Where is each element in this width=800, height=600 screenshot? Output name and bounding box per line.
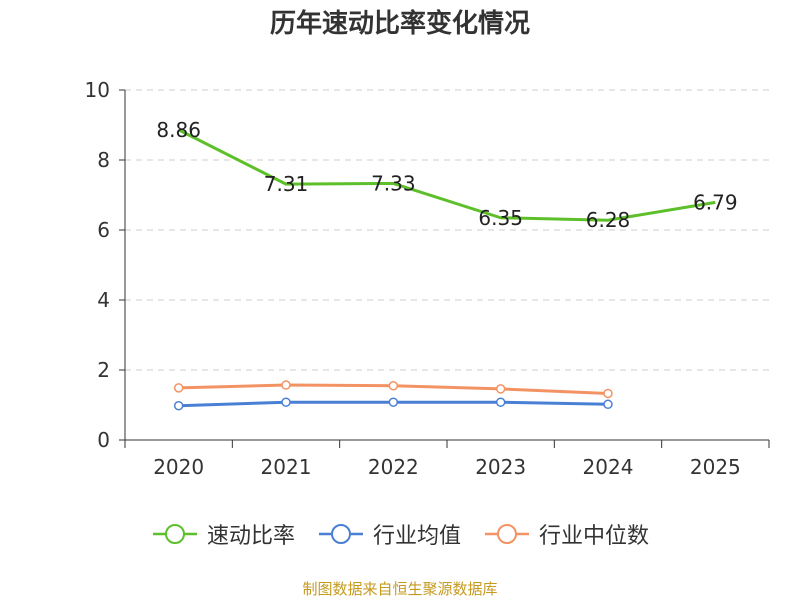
data-point	[495, 397, 506, 407]
gridlines	[125, 89, 769, 371]
data-point	[173, 383, 184, 393]
data-point	[603, 399, 613, 410]
legend-label: 行业中位数	[539, 524, 650, 549]
legend-label: 行业均值	[372, 524, 461, 549]
data-point	[281, 380, 291, 390]
x-tick-label: 2020	[153, 455, 204, 479]
data-point	[173, 400, 184, 411]
data-labels: 8.86 7.31 7.33 6.35 6.28 6.79	[156, 118, 737, 232]
x-tick-label: 2024	[583, 455, 634, 479]
y-tick-label: 0	[97, 428, 110, 452]
y-tick-label: 4	[97, 288, 110, 312]
y-tick-label: 8	[97, 148, 110, 172]
data-point	[388, 381, 399, 391]
data-label: 6.79	[693, 190, 738, 214]
data-label: 7.31	[264, 172, 309, 196]
x-tick-label: 2023	[475, 455, 526, 479]
data-label: 6.35	[478, 206, 523, 230]
y-tick-label: 2	[97, 358, 110, 382]
data-point	[495, 384, 506, 394]
data-label: 8.86	[156, 118, 201, 142]
series-lines	[173, 128, 716, 411]
x-tick-label: 2021	[261, 455, 312, 479]
legend-swatch-icon	[152, 524, 197, 544]
legend-item[interactable]: 行业中位数	[483, 518, 649, 550]
series-line	[177, 128, 716, 222]
source-note: 制图数据来自恒生聚源数据库	[302, 580, 498, 598]
legend-swatch-icon	[318, 524, 363, 544]
y-tick-label: 6	[97, 218, 110, 242]
data-point	[388, 397, 399, 407]
data-label: 7.33	[371, 171, 416, 195]
legend-item[interactable]: 行业均值	[317, 518, 461, 550]
x-tick-label: 2025	[690, 455, 741, 479]
legend-swatch-icon	[485, 524, 529, 544]
y-tick-label: 10	[85, 78, 110, 102]
axes: 0 2 4 6 8 10 2020 2021 2022 2023 2024 2025	[85, 78, 770, 479]
data-point	[603, 388, 613, 399]
chart-title: 历年速动比率变化情况	[269, 9, 530, 39]
legend: 速动比率 行业均值 行业中位数	[0, 518, 800, 550]
data-point	[281, 397, 291, 407]
legend-item[interactable]: 速动比率	[151, 518, 295, 550]
data-label: 6.28	[586, 208, 631, 232]
x-tick-label: 2022	[368, 455, 419, 479]
legend-label: 速动比率	[206, 524, 295, 549]
